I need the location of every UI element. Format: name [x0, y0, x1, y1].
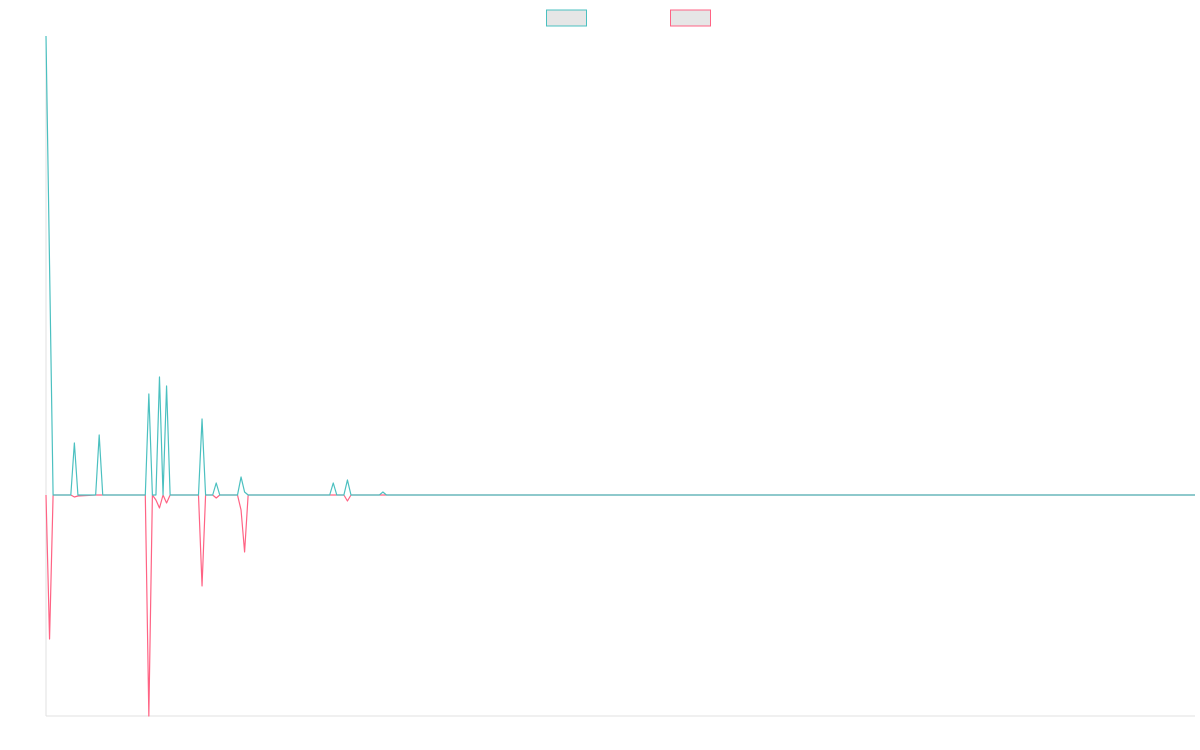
- legend-swatch: [670, 9, 711, 27]
- legend-swatch: [546, 9, 587, 27]
- series-line: [45, 35, 1195, 496]
- series-line: [45, 494, 1195, 717]
